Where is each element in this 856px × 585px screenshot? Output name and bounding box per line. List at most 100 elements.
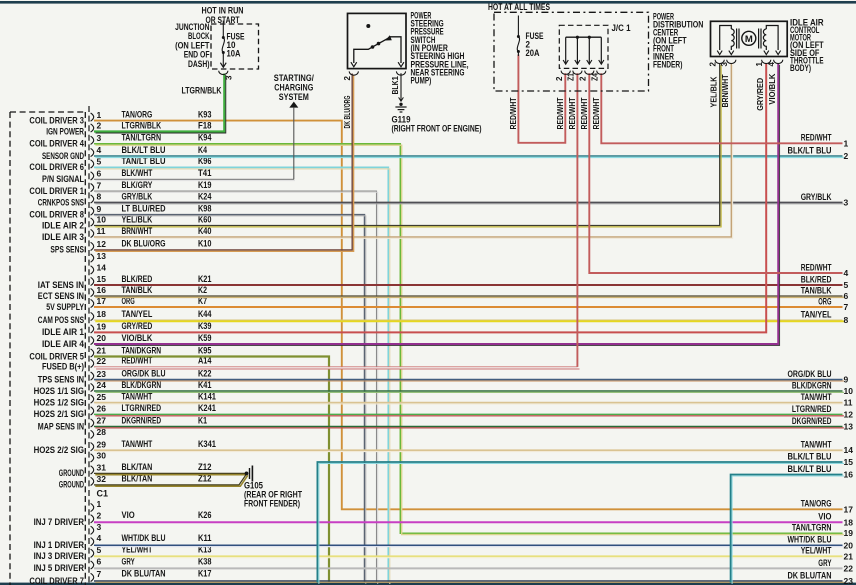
svg-text:RED/WHT: RED/WHT: [801, 133, 832, 144]
svg-text:M: M: [745, 34, 753, 45]
svg-text:1: 1: [97, 110, 102, 120]
svg-text:LTGRN/RED: LTGRN/RED: [122, 403, 162, 414]
svg-text:COIL DRIVER 4: COIL DRIVER 4: [29, 139, 84, 150]
svg-text:VIO: VIO: [122, 510, 135, 521]
svg-text:K44: K44: [198, 309, 212, 320]
svg-text:(ON LEFT: (ON LEFT: [175, 40, 210, 51]
svg-text:10A: 10A: [227, 48, 241, 59]
svg-text:13: 13: [97, 251, 107, 261]
svg-text:K21: K21: [198, 274, 212, 285]
svg-text:K59: K59: [198, 333, 212, 344]
svg-text:21: 21: [97, 346, 107, 356]
svg-text:6: 6: [97, 557, 102, 567]
svg-text:6: 6: [97, 169, 102, 179]
svg-text:K24: K24: [198, 191, 212, 202]
svg-text:5V SUPPLY: 5V SUPPLY: [46, 302, 84, 313]
svg-text:FUSE: FUSE: [227, 31, 245, 42]
svg-text:19: 19: [844, 528, 854, 538]
svg-text:K39: K39: [198, 321, 212, 332]
svg-text:IDLE AIR 2: IDLE AIR 2: [42, 220, 84, 231]
svg-text:TAN/WHT: TAN/WHT: [122, 439, 153, 450]
svg-text:STARTING/: STARTING/: [274, 73, 314, 84]
svg-text:GRY/BLK: GRY/BLK: [122, 191, 153, 202]
svg-text:(ON LEFT: (ON LEFT: [653, 36, 687, 47]
svg-text:RED/WHT: RED/WHT: [508, 97, 518, 130]
svg-text:YEL/BLK: YEL/BLK: [122, 214, 153, 225]
svg-text:29: 29: [97, 439, 107, 449]
svg-text:TAN/ORG: TAN/ORG: [122, 109, 153, 120]
svg-text:ORG: ORG: [818, 296, 831, 307]
svg-text:LTGRN/BLK: LTGRN/BLK: [182, 86, 222, 97]
svg-text:K10: K10: [198, 239, 212, 250]
svg-text:2: 2: [526, 39, 531, 50]
svg-text:BRN/WHT: BRN/WHT: [122, 226, 153, 237]
svg-text:TAN/WHT: TAN/WHT: [801, 440, 832, 451]
svg-text:2: 2: [343, 76, 352, 81]
svg-text:TAN/WHT: TAN/WHT: [122, 391, 153, 402]
svg-text:7: 7: [844, 302, 849, 312]
svg-text:LTGRN/BLK: LTGRN/BLK: [122, 120, 162, 131]
svg-text:BLK/LT BLU: BLK/LT BLU: [788, 451, 832, 462]
svg-text:K38: K38: [198, 556, 212, 567]
svg-text:BLK/GRY: BLK/GRY: [122, 180, 153, 191]
svg-text:ORG/DK BLU: ORG/DK BLU: [788, 369, 832, 380]
svg-text:RED/WHT: RED/WHT: [579, 97, 589, 130]
svg-text:TAN/DKGRN: TAN/DKGRN: [122, 345, 162, 356]
svg-text:K341: K341: [198, 439, 217, 450]
svg-text:POWER: POWER: [653, 12, 674, 23]
svg-text:ORG/DK BLU: ORG/DK BLU: [122, 368, 166, 379]
svg-text:3: 3: [844, 198, 849, 208]
svg-text:K40: K40: [198, 226, 212, 237]
svg-text:5: 5: [844, 280, 849, 290]
svg-text:GRY: GRY: [818, 558, 832, 569]
svg-text:STEERING: STEERING: [411, 19, 444, 30]
svg-text:Z12: Z12: [198, 474, 212, 485]
svg-text:1: 1: [391, 76, 400, 81]
svg-text:HO2S 1/2 SIG: HO2S 1/2 SIG: [34, 397, 84, 408]
svg-text:FRONT FENDER): FRONT FENDER): [244, 498, 300, 509]
svg-text:YEL/BLK: YEL/BLK: [709, 76, 719, 108]
svg-text:INJ 3 DRIVER: INJ 3 DRIVER: [34, 551, 85, 562]
svg-text:BLOCK: BLOCK: [188, 31, 210, 42]
svg-text:FENDER): FENDER): [653, 60, 682, 71]
svg-text:RED/WHT: RED/WHT: [591, 97, 601, 130]
svg-text:CHARGING: CHARGING: [274, 83, 313, 94]
svg-text:BLK/DKGRN: BLK/DKGRN: [792, 380, 832, 391]
svg-text:4: 4: [844, 268, 849, 278]
svg-text:K95: K95: [198, 345, 212, 356]
svg-text:(REAR OF RIGHT: (REAR OF RIGHT: [244, 490, 302, 501]
svg-text:13: 13: [844, 422, 854, 432]
svg-text:1: 1: [844, 138, 849, 148]
svg-text:1: 1: [755, 62, 764, 67]
svg-text:T41: T41: [198, 168, 212, 179]
svg-text:VIO/BLK: VIO/BLK: [122, 333, 153, 344]
svg-text:CRNKPOS SNS: CRNKPOS SNS: [38, 197, 84, 208]
svg-text:COIL DRIVER 6: COIL DRIVER 6: [29, 162, 84, 173]
svg-text:17: 17: [844, 504, 854, 514]
svg-text:BLK/LT BLU: BLK/LT BLU: [788, 145, 832, 156]
svg-text:32: 32: [97, 474, 107, 484]
svg-text:P/N SIGNAL: P/N SIGNAL: [42, 174, 84, 185]
svg-text:3: 3: [97, 522, 102, 532]
svg-text:17: 17: [97, 296, 107, 306]
svg-text:5: 5: [97, 545, 102, 555]
svg-text:JUNCTION: JUNCTION: [175, 22, 209, 33]
svg-text:K26: K26: [198, 510, 212, 521]
svg-text:K11: K11: [198, 533, 212, 544]
svg-text:HO2S 1/1 SIG: HO2S 1/1 SIG: [34, 386, 84, 397]
svg-text:F18: F18: [198, 120, 212, 131]
svg-text:IGN POWER: IGN POWER: [46, 126, 84, 137]
svg-text:26: 26: [97, 404, 107, 414]
svg-text:SWITCH: SWITCH: [411, 35, 436, 46]
svg-text:BLK/DKGRN: BLK/DKGRN: [122, 380, 162, 391]
svg-text:K93: K93: [198, 109, 212, 120]
svg-text:TAN/ORG: TAN/ORG: [801, 499, 832, 510]
svg-text:11: 11: [97, 226, 106, 236]
svg-text:K4: K4: [198, 145, 208, 156]
svg-text:DISTRIBUTION: DISTRIBUTION: [653, 20, 703, 31]
svg-text:K41: K41: [198, 380, 212, 391]
svg-text:FRONT: FRONT: [653, 44, 674, 55]
svg-text:GRY/RED: GRY/RED: [755, 78, 765, 111]
svg-text:10: 10: [227, 40, 236, 51]
svg-text:2: 2: [555, 76, 564, 81]
